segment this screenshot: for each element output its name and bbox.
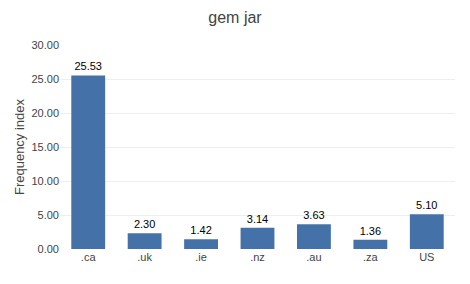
svg-text:Frequency index: Frequency index bbox=[12, 98, 27, 195]
svg-text:1.42: 1.42 bbox=[190, 224, 211, 236]
svg-text:5.00: 5.00 bbox=[38, 209, 59, 221]
svg-text:3.14: 3.14 bbox=[247, 213, 268, 225]
svg-text:25.53: 25.53 bbox=[74, 60, 102, 72]
svg-text:25.00: 25.00 bbox=[31, 73, 59, 85]
svg-text:15.00: 15.00 bbox=[31, 141, 59, 153]
svg-text:3.63: 3.63 bbox=[303, 209, 324, 221]
svg-text:1.36: 1.36 bbox=[360, 225, 381, 237]
svg-text:US: US bbox=[419, 251, 434, 263]
svg-text:.uk: .uk bbox=[137, 251, 152, 263]
svg-text:.nz: .nz bbox=[250, 251, 265, 263]
svg-text:.ca: .ca bbox=[81, 251, 97, 263]
svg-text:.za: .za bbox=[363, 251, 379, 263]
svg-text:20.00: 20.00 bbox=[31, 107, 59, 119]
svg-text:.au: .au bbox=[306, 251, 321, 263]
svg-text:30.00: 30.00 bbox=[31, 39, 59, 51]
svg-text:.ie: .ie bbox=[195, 251, 207, 263]
svg-text:10.00: 10.00 bbox=[31, 175, 59, 187]
svg-text:0.00: 0.00 bbox=[38, 243, 59, 255]
svg-text:gem jar: gem jar bbox=[208, 9, 262, 26]
svg-text:2.30: 2.30 bbox=[134, 218, 155, 230]
svg-text:5.10: 5.10 bbox=[416, 199, 437, 211]
